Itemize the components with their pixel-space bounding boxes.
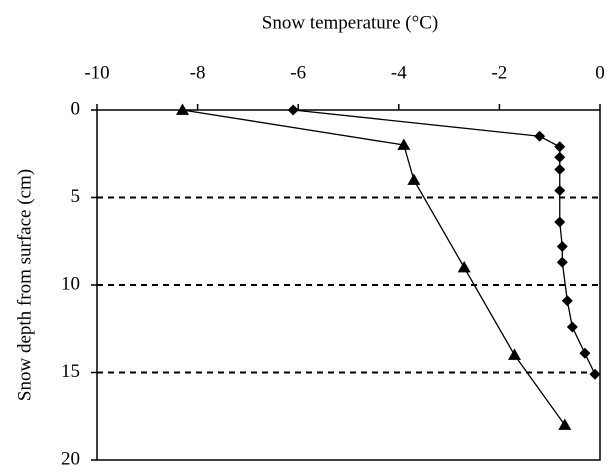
x-tick-label: -6 — [290, 62, 306, 83]
y-tick-label: 20 — [61, 448, 80, 469]
diamond-marker — [556, 256, 568, 268]
diamond-marker — [556, 241, 568, 252]
triangle-marker — [507, 348, 521, 360]
diamond-marker — [579, 347, 591, 359]
x-axis-title: Snow temperature (°C) — [262, 12, 438, 33]
x-tick-label: -8 — [190, 62, 206, 83]
triangle-marker — [407, 173, 421, 185]
series-line — [293, 109, 596, 375]
diamond-marker — [287, 104, 299, 116]
diamond-marker — [554, 164, 566, 175]
diamond-marker — [561, 295, 573, 307]
x-tick-label: 0 — [595, 62, 605, 83]
y-tick-label: 15 — [61, 361, 80, 382]
y-tick-label: 5 — [71, 186, 81, 207]
plot-frame — [96, 109, 601, 461]
x-tick-label: -2 — [491, 62, 507, 83]
series-line — [182, 109, 566, 426]
diamond-marker — [589, 368, 601, 380]
diamond-marker — [554, 141, 566, 153]
triangle-marker — [558, 418, 572, 430]
diamond-marker — [534, 130, 546, 142]
y-axis-title: Snow depth from surface (cm) — [14, 169, 35, 401]
triangle-marker — [457, 261, 471, 273]
x-tick-label: -4 — [391, 62, 407, 83]
triangle-marker — [176, 103, 190, 115]
diamond-marker — [554, 151, 566, 163]
diamond-marker — [554, 185, 566, 196]
diamond-marker — [566, 321, 578, 333]
triangle-marker — [397, 138, 411, 150]
diamond-marker — [554, 216, 566, 228]
x-tick-label: -10 — [84, 62, 109, 83]
y-tick-label: 0 — [71, 98, 81, 119]
y-tick-label: 10 — [61, 273, 80, 294]
